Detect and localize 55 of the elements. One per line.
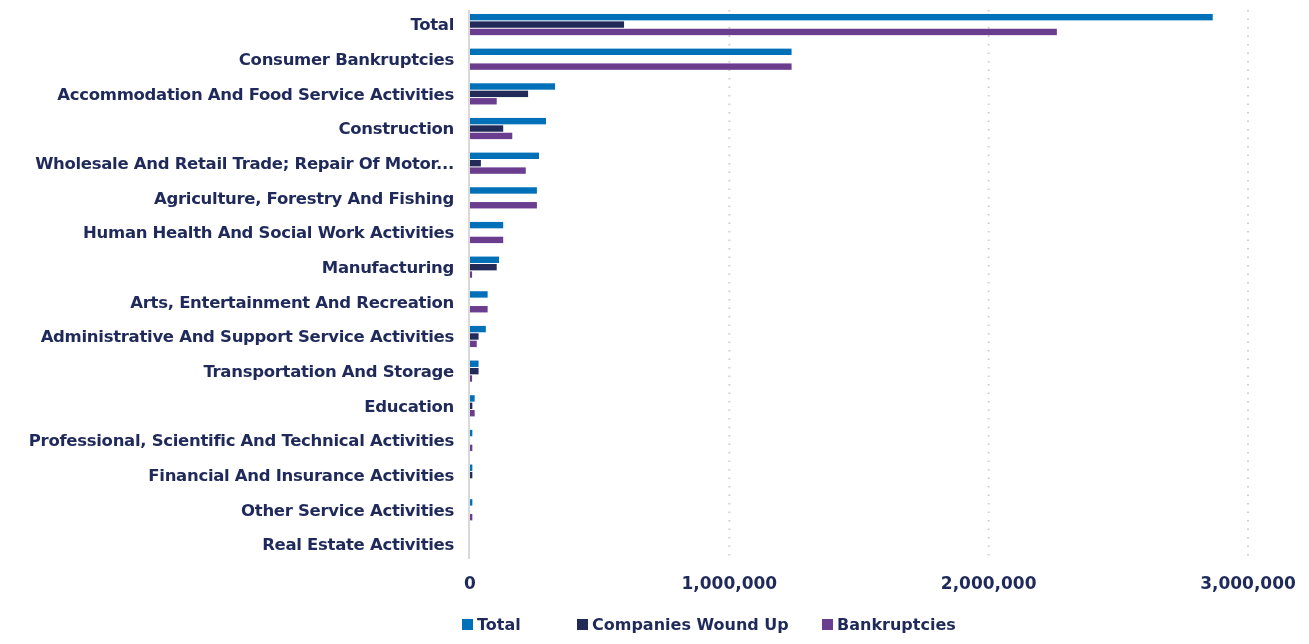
bar bbox=[470, 236, 504, 244]
legend-label: Companies Wound Up bbox=[592, 615, 789, 634]
x-tick-label: 1,000,000 bbox=[681, 573, 778, 593]
y-tick-label: Other Service Activities bbox=[241, 500, 455, 520]
bar bbox=[470, 395, 475, 402]
y-tick-label: Education bbox=[364, 396, 454, 416]
bar bbox=[470, 98, 497, 105]
bar bbox=[470, 21, 625, 28]
bar bbox=[470, 221, 504, 229]
y-tick-label: Construction bbox=[338, 119, 454, 139]
bar bbox=[470, 125, 504, 132]
bar bbox=[470, 333, 479, 340]
bar bbox=[470, 63, 792, 70]
bar bbox=[470, 375, 473, 382]
bar bbox=[470, 410, 475, 417]
y-tick-label: Human Health And Social Work Activities bbox=[83, 223, 455, 243]
bar bbox=[470, 83, 556, 90]
bar bbox=[470, 271, 473, 278]
bar bbox=[470, 160, 481, 167]
y-tick-label: Real Estate Activities bbox=[262, 535, 455, 555]
x-tick-label: 3,000,000 bbox=[1200, 573, 1297, 593]
legend-label: Bankruptcies bbox=[837, 615, 956, 634]
bar bbox=[470, 117, 546, 125]
bar bbox=[470, 202, 537, 209]
y-tick-label: Total bbox=[410, 15, 454, 35]
bar bbox=[470, 48, 792, 56]
bar bbox=[470, 256, 500, 263]
x-tick-label: 2,000,000 bbox=[940, 573, 1037, 593]
bar bbox=[470, 499, 473, 506]
y-tick-label: Accommodation And Food Service Activities bbox=[57, 84, 455, 104]
bar bbox=[470, 28, 1057, 36]
bar bbox=[470, 167, 526, 174]
y-tick-label: Agriculture, Forestry And Fishing bbox=[153, 188, 454, 208]
bar bbox=[470, 306, 488, 313]
y-tick-label: Administrative And Support Service Activities bbox=[40, 327, 455, 347]
x-tick-label: 0 bbox=[464, 573, 477, 593]
bar bbox=[470, 367, 479, 375]
y-tick-label: Consumer Bankruptcies bbox=[238, 49, 455, 69]
bar bbox=[470, 187, 537, 194]
bar bbox=[470, 13, 1213, 21]
bar bbox=[470, 152, 539, 159]
bar bbox=[470, 132, 513, 140]
bar bbox=[470, 340, 477, 348]
y-tick-label: Wholesale And Retail Trade; Repair Of Motor... bbox=[35, 153, 454, 173]
bar bbox=[470, 291, 488, 298]
bar bbox=[470, 325, 486, 333]
y-tick-label: Arts, Entertainment And Recreation bbox=[130, 292, 454, 312]
y-tick-label: Financial And Insurance Activities bbox=[148, 465, 455, 485]
y-tick-label: Professional, Scientific And Technical Activities bbox=[28, 431, 455, 451]
bar bbox=[470, 263, 497, 271]
y-tick-label: Manufacturing bbox=[321, 257, 454, 277]
legend-label: Total bbox=[477, 615, 521, 634]
bar bbox=[470, 360, 479, 367]
y-tick-label: Transportation And Storage bbox=[203, 361, 455, 381]
bar bbox=[470, 90, 529, 98]
